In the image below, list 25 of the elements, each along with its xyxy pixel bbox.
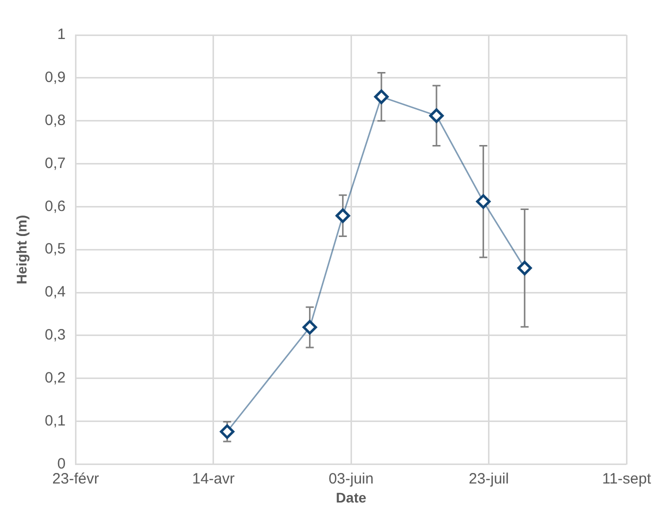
x-tick-label: 11-sept [602, 470, 652, 488]
point [476, 194, 491, 209]
y-tick-label: 0,2 [44, 370, 66, 386]
y-tick-label: 0 [57, 455, 66, 472]
y-tick-label: 0,7 [44, 154, 66, 172]
point [220, 424, 234, 439]
x-axis-title: Date [336, 489, 366, 506]
y-tick-label: 0,5 [44, 240, 66, 258]
y-axis-title: Height (m) [13, 214, 30, 284]
y-tick-label: 0,6 [44, 198, 66, 215]
x-tick-label: 23-juil [468, 470, 509, 488]
x-tick-label: 23-févr [52, 470, 99, 488]
point [302, 320, 318, 335]
x-tick-label: 03-juin [328, 470, 374, 488]
y-tick-label: 0,1 [44, 412, 66, 430]
y-tick-label: 0,3 [44, 326, 66, 344]
y-tick-label: 0,9 [44, 69, 66, 86]
point [517, 260, 532, 276]
y-tick-label: 0,4 [44, 284, 66, 301]
y-tick-label: 0,8 [44, 112, 66, 129]
y-tick-label: 1 [57, 26, 66, 44]
point [429, 108, 444, 123]
point [374, 90, 389, 104]
x-tick-label: 14-avr [192, 470, 235, 488]
point [336, 208, 350, 223]
